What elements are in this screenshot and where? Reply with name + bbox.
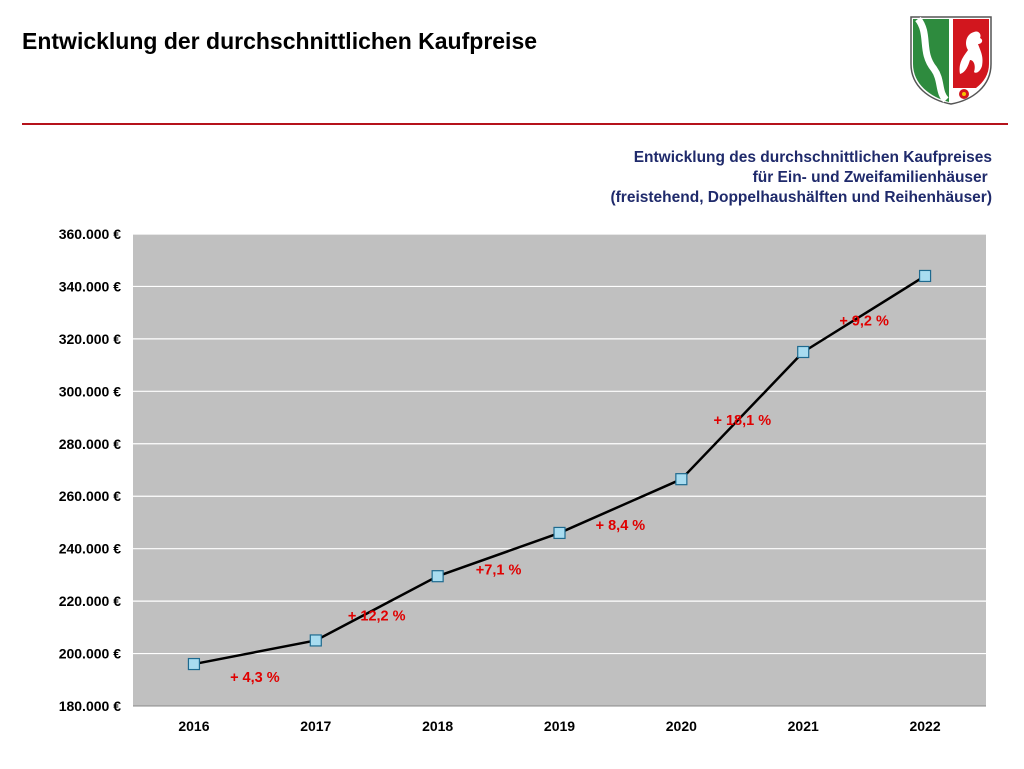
y-tick-label: 240.000 € (59, 541, 121, 557)
y-tick-label: 220.000 € (59, 593, 121, 609)
chart-subtitle: Entwicklung des durchschnittlichen Kaufp… (432, 148, 992, 208)
change-annotation: + 9,2 % (839, 314, 889, 330)
nrw-coat-of-arms-logo (910, 16, 992, 105)
change-annotation: +7,1 % (476, 563, 522, 579)
x-tick-label: 2017 (300, 718, 331, 734)
data-point (797, 345, 810, 359)
change-annotation: + 8,4 % (596, 518, 646, 534)
x-tick-label: 2018 (422, 718, 453, 734)
change-annotation: + 12,2 % (348, 609, 406, 625)
y-tick-label: 260.000 € (59, 488, 121, 504)
y-tick-label: 280.000 € (59, 436, 121, 452)
change-annotation: + 18,1 % (713, 413, 771, 429)
y-tick-label: 180.000 € (59, 698, 121, 714)
y-tick-label: 200.000 € (59, 646, 121, 662)
y-tick-label: 300.000 € (59, 383, 121, 399)
y-tick-label: 360.000 € (59, 226, 121, 242)
chart-subtitle-line-2: für Ein- und Zweifamilienhäuser (752, 169, 992, 186)
y-tick-label: 320.000 € (59, 331, 121, 347)
x-tick-label: 2019 (544, 718, 575, 734)
chart-subtitle-line-3: (freistehend, Doppelhaushälften und Reih… (610, 189, 992, 206)
x-tick-label: 2021 (788, 718, 819, 734)
data-point (553, 526, 566, 540)
data-point (918, 269, 932, 283)
data-point (675, 473, 688, 486)
change-annotation: + 4,3 % (230, 670, 280, 686)
chart-subtitle-line-1: Entwicklung des durchschnittlichen Kaufp… (633, 149, 992, 166)
data-point (431, 570, 444, 583)
data-point (187, 657, 201, 671)
data-point (309, 634, 322, 647)
x-tick-label: 2020 (666, 718, 697, 734)
plot-area (133, 234, 986, 706)
x-tick-label: 2022 (909, 718, 940, 734)
y-tick-label: 340.000 € (59, 278, 121, 294)
x-tick-label: 2016 (178, 718, 209, 734)
header-divider (22, 123, 1008, 125)
page-title: Entwicklung der durchschnittlichen Kaufp… (22, 28, 538, 54)
